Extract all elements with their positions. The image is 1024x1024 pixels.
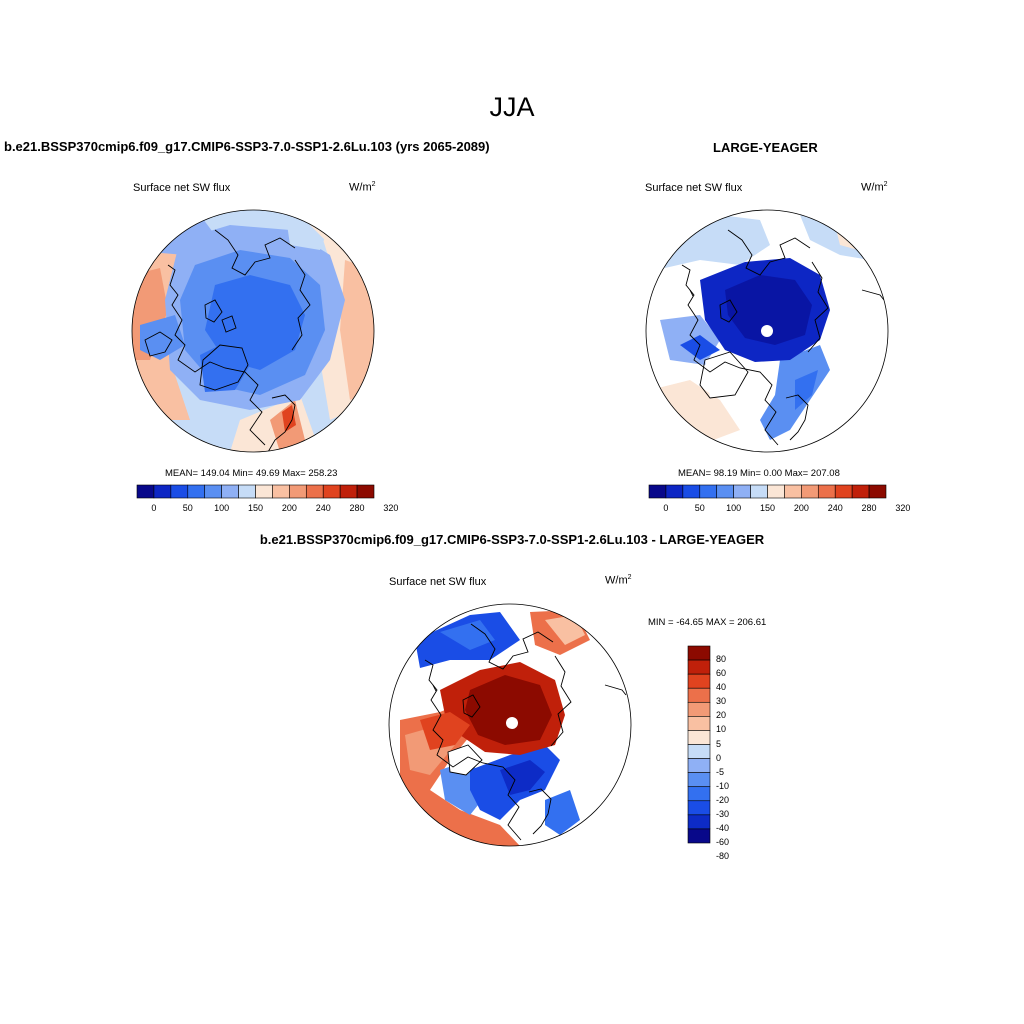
left-map <box>131 209 375 453</box>
diff-units-label: W/m2 <box>605 574 632 587</box>
colorbar-swatch <box>687 730 711 745</box>
colorbar-swatch <box>238 484 256 499</box>
colorbar-tick-label: -60 <box>716 837 730 847</box>
colorbar-tick-label: 40 <box>716 682 727 693</box>
colorbar-tick-label: 30 <box>716 696 727 707</box>
colorbar-tick-label: -80 <box>716 851 730 862</box>
colorbar-swatch <box>187 484 206 499</box>
right-colorbar <box>648 484 887 499</box>
colorbar-swatch <box>851 484 870 499</box>
colorbar-tick-label: 50 <box>182 503 193 513</box>
colorbar-swatch <box>687 673 711 689</box>
colorbar-tick-label: 60 <box>716 668 727 679</box>
colorbar-swatch <box>868 484 887 499</box>
colorbar-swatch <box>687 814 711 830</box>
colorbar-swatch <box>322 484 341 499</box>
colorbar-swatch <box>801 484 819 499</box>
colorbar-swatch <box>687 687 711 703</box>
colorbar-swatch <box>687 701 711 717</box>
colorbar-tick-label: 150 <box>759 503 776 513</box>
colorbar-swatch <box>687 758 711 773</box>
colorbar-swatch <box>339 484 358 499</box>
figure-title: JJA <box>489 92 535 122</box>
colorbar-tick-label: -20 <box>716 794 730 805</box>
colorbar-swatch <box>305 484 324 499</box>
colorbar-tick-label: 280 <box>861 503 877 513</box>
left-colorbar <box>136 484 375 499</box>
colorbar-tick-label: 5 <box>716 738 722 749</box>
diff-colorbar <box>687 645 711 844</box>
colorbar-tick-label: 100 <box>726 503 742 513</box>
right-map <box>645 209 889 453</box>
colorbar-swatch <box>682 484 701 499</box>
right-units-label: W/m2 <box>861 181 888 194</box>
colorbar-swatch <box>687 744 711 759</box>
colorbar-tick-label: -10 <box>716 780 730 791</box>
colorbar-swatch <box>153 484 172 499</box>
colorbar-swatch <box>687 786 711 802</box>
colorbar-swatch <box>204 484 222 499</box>
colorbar-tick-label: 20 <box>716 710 727 721</box>
colorbar-tick-label: -30 <box>716 808 730 819</box>
colorbar-swatch <box>750 484 768 499</box>
colorbar-tick-label: 0 <box>151 503 157 513</box>
colorbar-swatch <box>221 484 239 499</box>
right-stats: MEAN= 98.19 Min= 0.00 Max= 207.08 <box>678 468 840 479</box>
colorbar-swatch <box>687 800 711 816</box>
colorbar-tick-label: 200 <box>281 503 297 513</box>
colorbar-tick-label: 0 <box>716 752 722 763</box>
colorbar-swatch <box>170 484 189 499</box>
colorbar-swatch <box>648 484 667 499</box>
colorbar-tick-label: 10 <box>716 724 727 735</box>
colorbar-swatch <box>687 645 711 661</box>
colorbar-tick-label: 50 <box>694 503 705 513</box>
right-panel-title: LARGE-YEAGER <box>713 140 818 155</box>
colorbar-swatch <box>817 484 836 499</box>
colorbar-tick-label: 0 <box>663 503 669 513</box>
diff-map <box>388 603 632 847</box>
colorbar-swatch <box>834 484 853 499</box>
colorbar-swatch <box>716 484 734 499</box>
left-units-label: W/m2 <box>349 181 376 194</box>
colorbar-swatch <box>687 716 711 731</box>
diff-stats: MIN = -64.65 MAX = 206.61 <box>648 617 767 628</box>
colorbar-tick-label: -5 <box>716 766 725 777</box>
colorbar-swatch <box>255 484 273 499</box>
colorbar-swatch <box>687 659 711 675</box>
colorbar-swatch <box>665 484 684 499</box>
colorbar-tick-label: -40 <box>716 822 730 833</box>
colorbar-tick-label: 150 <box>247 503 264 513</box>
colorbar-swatch <box>699 484 718 499</box>
colorbar-tick-label: 200 <box>793 503 809 513</box>
colorbar-tick-label: 80 <box>716 654 727 665</box>
colorbar-tick-label: 320 <box>895 503 911 513</box>
colorbar-tick-label: 240 <box>827 503 843 513</box>
left-variable-label: Surface net SW flux <box>133 182 231 194</box>
left-stats: MEAN= 149.04 Min= 49.69 Max= 258.23 <box>165 468 338 479</box>
colorbar-swatch <box>767 484 785 499</box>
colorbar-swatch <box>356 484 375 499</box>
diff-panel-title: b.e21.BSSP370cmip6.f09_g17.CMIP6-SSP3-7.… <box>259 532 765 547</box>
diff-variable-label: Surface net SW flux <box>389 576 487 588</box>
right-variable-label: Surface net SW flux <box>645 182 743 194</box>
colorbar-swatch <box>272 484 290 499</box>
colorbar-swatch <box>733 484 751 499</box>
colorbar-tick-label: 100 <box>214 503 230 513</box>
colorbar-swatch <box>784 484 802 499</box>
colorbar-tick-label: 320 <box>383 503 399 513</box>
colorbar-tick-label: 280 <box>349 503 365 513</box>
colorbar-swatch <box>687 772 711 788</box>
colorbar-swatch <box>136 484 155 499</box>
colorbar-swatch <box>289 484 307 499</box>
colorbar-swatch <box>687 828 711 844</box>
left-panel-title: b.e21.BSSP370cmip6.f09_g17.CMIP6-SSP3-7.… <box>4 139 490 154</box>
colorbar-tick-label: 240 <box>315 503 331 513</box>
